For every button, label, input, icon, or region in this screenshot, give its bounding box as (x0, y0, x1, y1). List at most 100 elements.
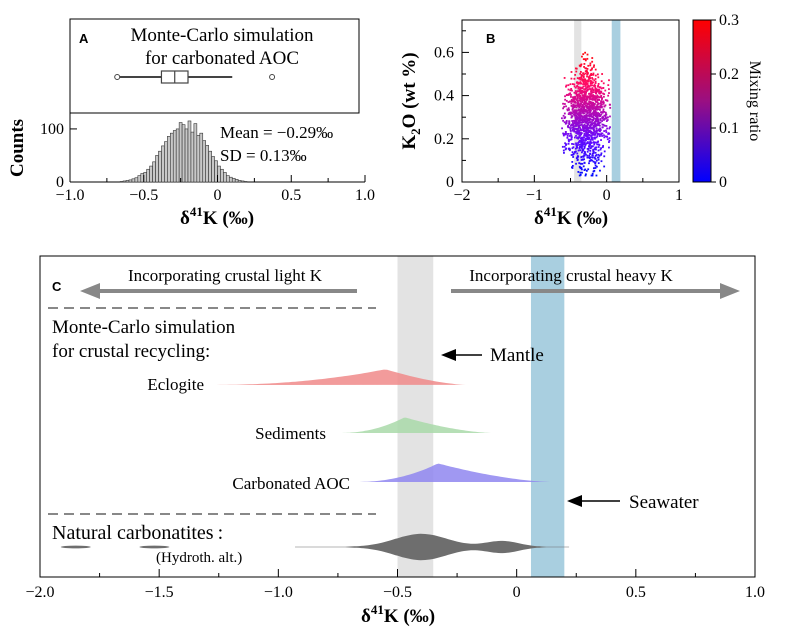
scatter-point (566, 93, 569, 96)
scatter-point (578, 136, 581, 139)
scatter-point (585, 67, 588, 70)
scatter-point (592, 96, 595, 99)
scatter-point (598, 99, 601, 101)
scatter-point (577, 99, 579, 102)
panel-a-ylabel: Counts (7, 119, 28, 177)
scatter-point (567, 101, 570, 104)
scatter-point (592, 119, 595, 121)
scatter-point (581, 120, 584, 123)
scatter-point (591, 60, 594, 63)
scatter-point (571, 89, 573, 92)
scatter-point (570, 96, 572, 98)
scatter-point (578, 113, 581, 116)
scatter-point (581, 103, 584, 106)
scatter-point (587, 102, 590, 105)
scatter-point (595, 136, 598, 139)
scatter-point (583, 152, 586, 155)
scatter-point (595, 118, 598, 121)
natural-carbonatites-mark (60, 545, 91, 549)
scatter-point (577, 82, 580, 85)
scatter-point (580, 123, 583, 126)
scatter-point (600, 113, 603, 116)
scatter-point (581, 171, 583, 174)
scatter-point (593, 85, 596, 87)
scatter-point (579, 90, 582, 93)
scatter-point (578, 76, 581, 79)
scatter-point (562, 107, 565, 110)
boxplot (114, 70, 276, 84)
scatter-point (592, 72, 595, 75)
scatter-point (579, 132, 581, 134)
seawater-label: Seawater (629, 492, 699, 513)
histogram-bar (131, 178, 136, 183)
scatter-point (579, 133, 582, 136)
scatter-point (574, 109, 576, 112)
scatter-point (583, 134, 586, 137)
scatter-point (604, 111, 607, 114)
scatter-point (591, 145, 594, 148)
scatter-point (582, 81, 585, 84)
scatter-point (595, 154, 598, 156)
scatter-point (586, 71, 589, 74)
scatter-point (578, 139, 581, 142)
scatter-point (567, 94, 570, 96)
scatter-point (572, 146, 575, 149)
scatter-point (594, 91, 597, 94)
x-tick-label: 0 (214, 187, 222, 204)
scatter-point (602, 102, 605, 105)
histogram-bar (229, 176, 233, 183)
scatter-point (603, 93, 606, 96)
scatter-point (608, 146, 610, 149)
scatter-point (578, 90, 581, 93)
scatter-point (571, 166, 573, 169)
scatter-point (592, 73, 595, 76)
scatter-point (589, 115, 592, 118)
scatter-point (595, 146, 598, 149)
scatter-point (590, 156, 592, 159)
scatter-point (586, 68, 589, 70)
scatter-point (575, 118, 578, 121)
scatter-point (607, 84, 610, 87)
scatter-point (584, 85, 587, 87)
scatter-point (575, 81, 578, 84)
scatter-point (570, 111, 573, 114)
scatter-point (586, 118, 589, 120)
scatter-point (588, 160, 591, 163)
scatter-point (584, 108, 587, 111)
scatter-point (566, 135, 569, 137)
scatter-point (565, 143, 568, 146)
scatter-point (597, 123, 599, 126)
scatter-point (570, 130, 572, 132)
x-tick-label: 1.0 (745, 584, 765, 601)
scatter-point (585, 135, 588, 138)
y-tick-label: 0 (446, 174, 454, 191)
scatter-point (587, 109, 590, 112)
scatter-point (594, 133, 597, 136)
scatter-point (582, 158, 585, 161)
scatter-point (574, 125, 576, 127)
scatter-point (584, 72, 587, 75)
histogram-bar (172, 130, 177, 183)
scatter-point (571, 105, 574, 108)
scatter-point (583, 73, 586, 76)
scatter-point (581, 121, 583, 124)
scatter-point (580, 82, 583, 85)
scatter-point (606, 116, 609, 119)
scatter-point (569, 89, 572, 92)
scatter-point (581, 144, 584, 147)
scatter-point (608, 137, 611, 140)
scatter-point (567, 84, 570, 87)
scatter-point (591, 122, 594, 124)
scatter-point (581, 117, 584, 120)
scatter-point (575, 67, 578, 70)
scatter-point (595, 174, 598, 177)
scatter-point (601, 117, 604, 120)
histogram (119, 120, 248, 183)
scatter-point (579, 102, 582, 105)
scatter-point (583, 127, 586, 130)
scatter-point (578, 99, 581, 102)
scatter-point (572, 105, 575, 107)
scatter-point (591, 107, 594, 110)
scatter-point (585, 109, 588, 112)
scatter-point (597, 156, 600, 159)
